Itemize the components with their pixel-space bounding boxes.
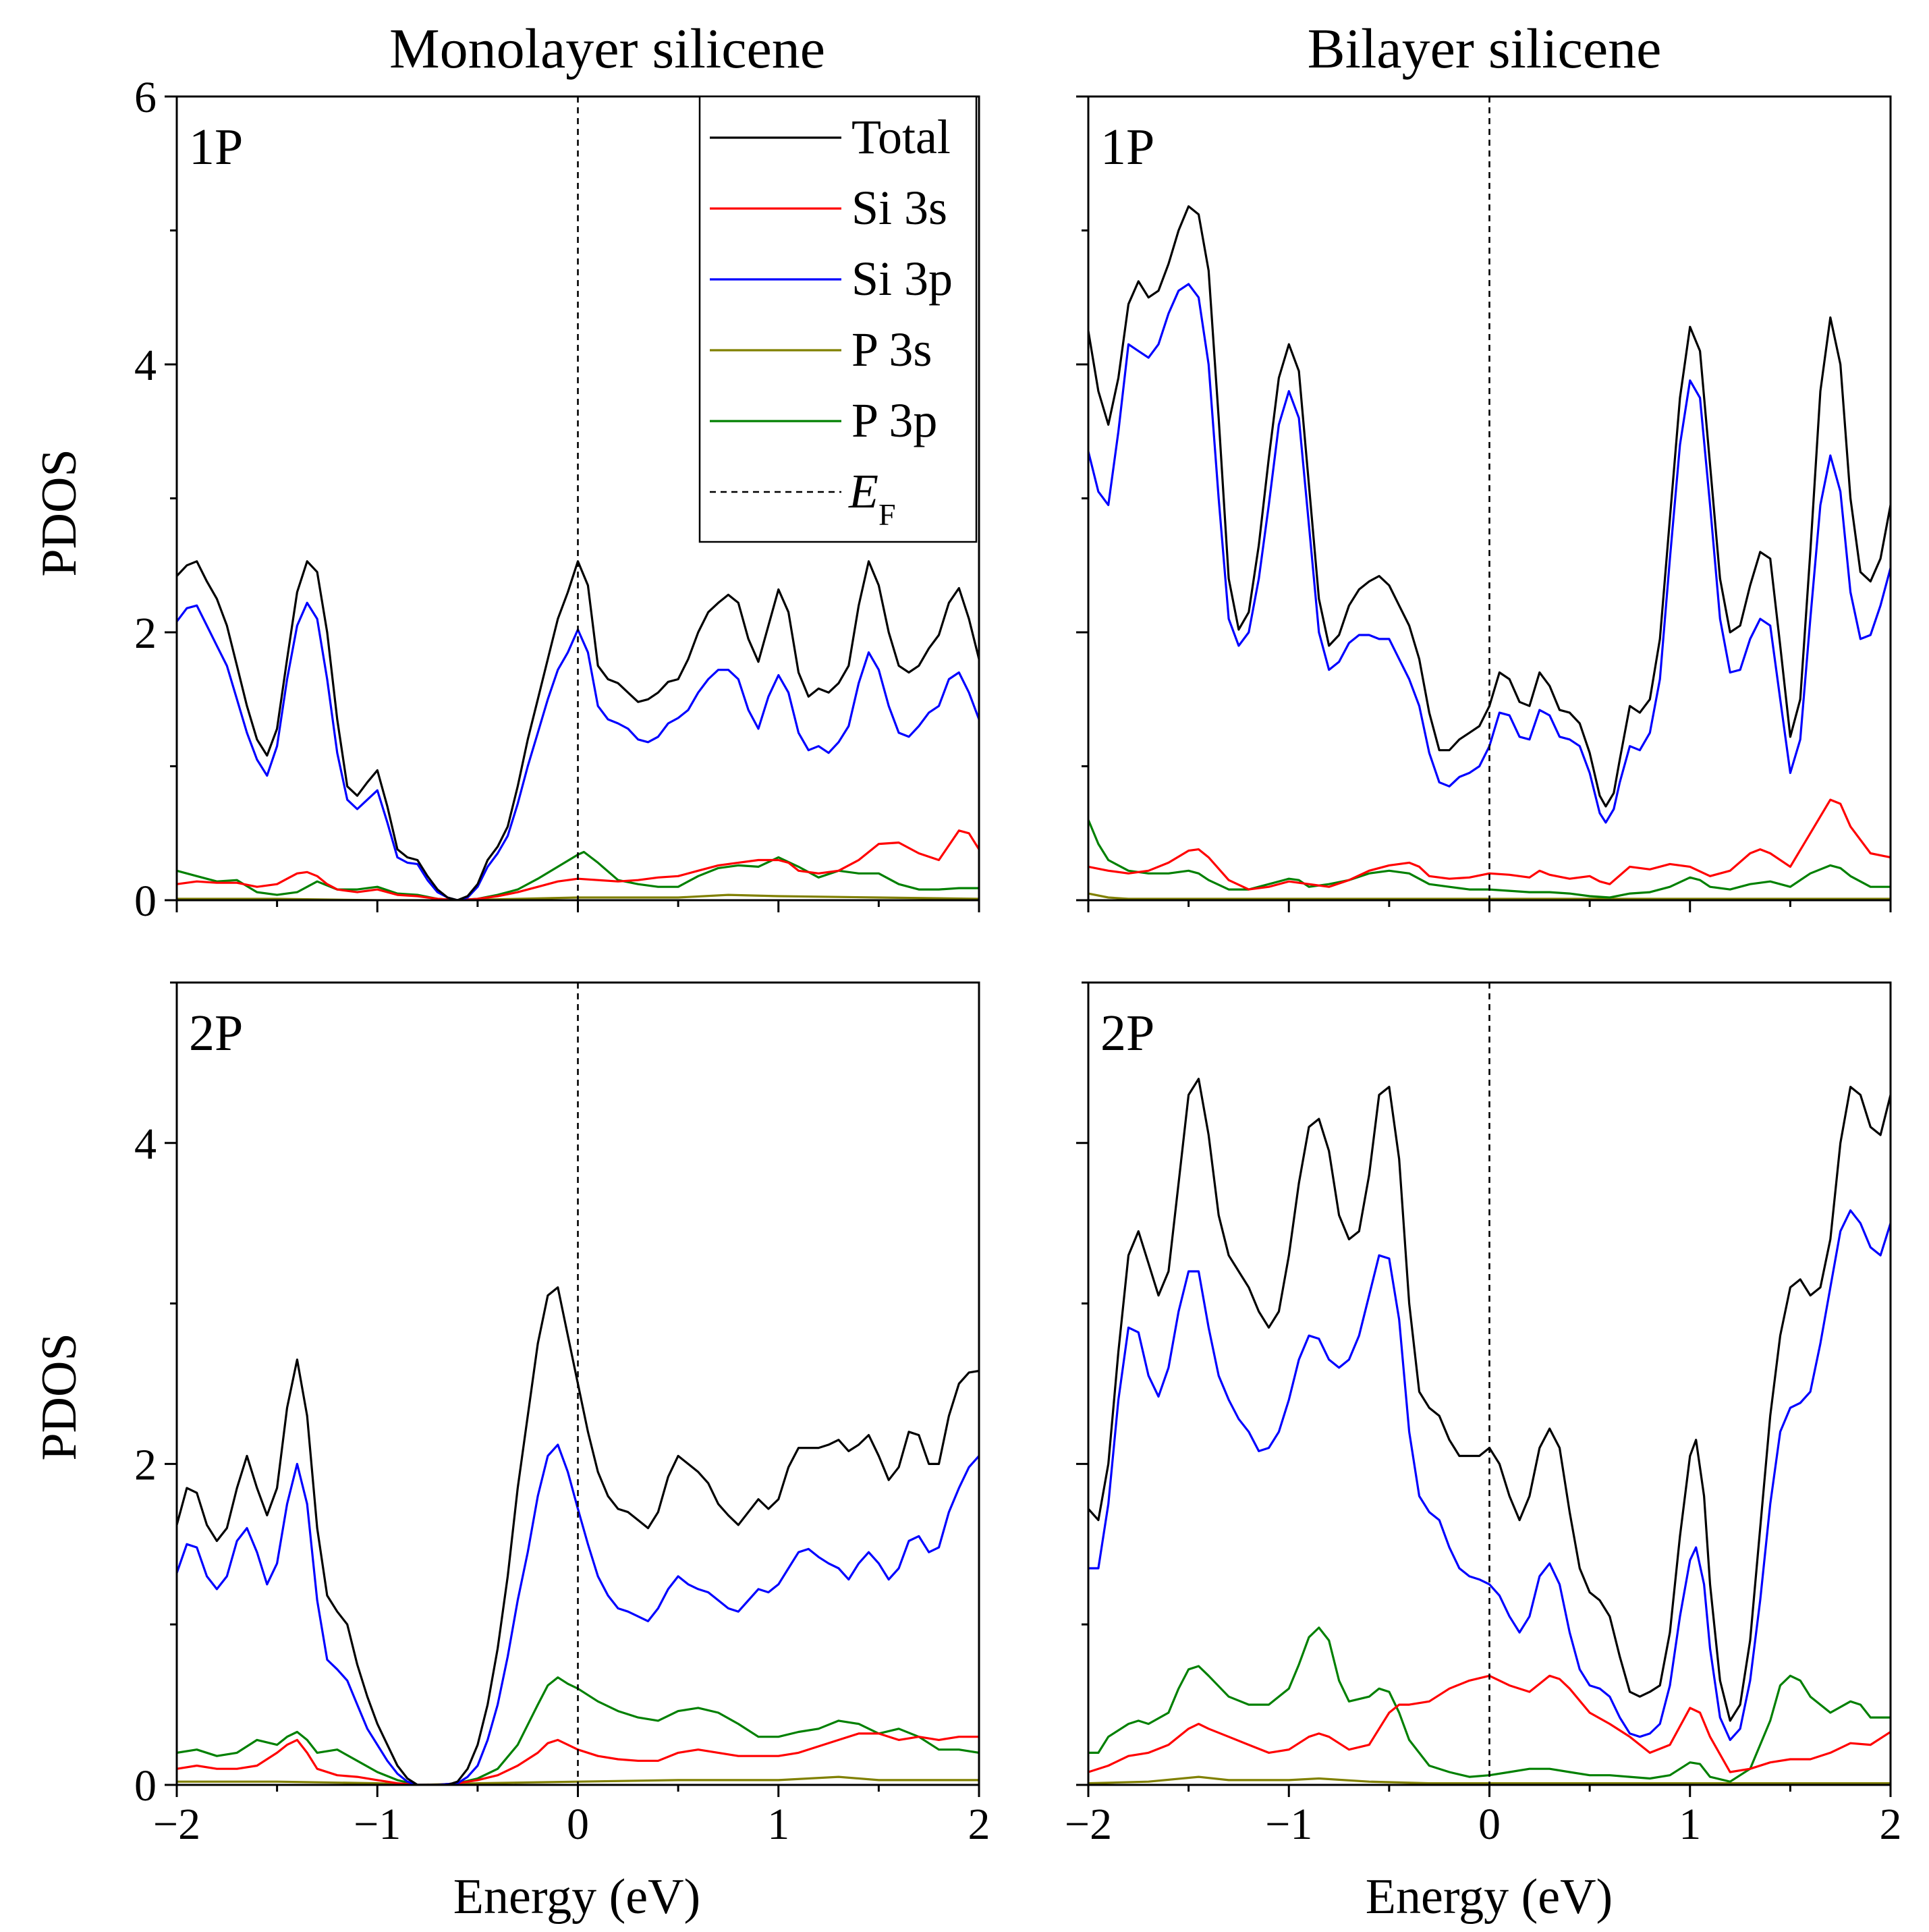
y-tick-label: 2 <box>134 609 157 658</box>
panel-label: 2P <box>189 1005 243 1061</box>
series-line-p-3p <box>177 1676 979 1785</box>
legend-label-si3p: Si 3p <box>851 252 953 306</box>
series-line-si-3s <box>1088 798 1891 891</box>
series-line-si-3s <box>1088 1674 1891 1773</box>
x-axis-label-right: Energy (eV) <box>1366 1869 1613 1925</box>
panel-label: 1P <box>189 119 243 175</box>
legend-label-p3p: P 3p <box>851 393 937 447</box>
panel-bilayer-1p: 1P <box>1076 95 1892 912</box>
series-line-si-3p <box>1088 283 1891 824</box>
y-tick-label: 4 <box>134 1120 157 1169</box>
x-tick-label: −1 <box>354 1800 401 1849</box>
x-tick-label: −2 <box>1065 1800 1112 1849</box>
y-tick-label: 0 <box>134 1761 157 1811</box>
series-line-p-3p <box>1088 819 1891 899</box>
legend-label-p3s: P 3s <box>851 323 932 377</box>
panel-bilayer-2p: −2 −1 0 1 2 2P <box>1065 981 1902 1849</box>
series-line-si-3s <box>177 829 979 900</box>
x-axis-label-left: Energy (eV) <box>453 1869 700 1925</box>
x-tick-label: 2 <box>1880 1800 1902 1849</box>
y-axis-label-top: PDOS <box>32 449 87 576</box>
x-tick-label: 0 <box>567 1800 589 1849</box>
y-tick-label: 6 <box>134 73 157 122</box>
legend-label-total: Total <box>851 110 951 164</box>
series-line-total <box>1088 205 1891 808</box>
legend: Total Si 3s Si 3p P 3s P 3p EF <box>698 95 978 543</box>
y-tick-label: 4 <box>134 341 157 390</box>
series-group <box>1088 205 1891 900</box>
series-line-p-3p <box>177 850 979 900</box>
series-line-p-3s <box>1088 892 1891 900</box>
series-line-si-3p <box>177 1443 979 1785</box>
panel-label: 1P <box>1100 119 1154 175</box>
panel-label: 2P <box>1100 1005 1154 1061</box>
series-line-p-3p <box>1088 1626 1891 1783</box>
series-group <box>1088 1078 1891 1785</box>
panel-monolayer-2p: −2 −1 0 1 2 0 2 4 2P <box>134 981 990 1849</box>
column-title-monolayer: Monolayer silicene <box>389 18 825 80</box>
y-axis-label-bottom: PDOS <box>32 1333 87 1460</box>
legend-label-ef: EF <box>848 464 896 532</box>
series-group <box>177 560 979 900</box>
x-tick-label: −2 <box>153 1800 200 1849</box>
column-title-bilayer: Bilayer silicene <box>1308 18 1662 80</box>
panel-monolayer-1p: 0 2 4 6 1P <box>134 73 980 926</box>
series-line-si-3s <box>177 1732 979 1785</box>
y-tick-label: 0 <box>134 877 157 926</box>
series-line-total <box>177 560 979 900</box>
series-line-total <box>1088 1078 1891 1722</box>
x-tick-label: −1 <box>1265 1800 1312 1849</box>
x-tick-label: 1 <box>767 1800 789 1849</box>
series-line-si-3p <box>1088 1209 1891 1741</box>
x-tick-label: 2 <box>968 1800 990 1849</box>
legend-label-si3s: Si 3s <box>851 181 947 235</box>
x-tick-label: 1 <box>1679 1800 1701 1849</box>
x-tick-label: 0 <box>1478 1800 1501 1849</box>
series-line-p-3s <box>1088 1775 1891 1785</box>
y-tick-label: 2 <box>134 1440 157 1489</box>
legend-box <box>698 95 978 543</box>
